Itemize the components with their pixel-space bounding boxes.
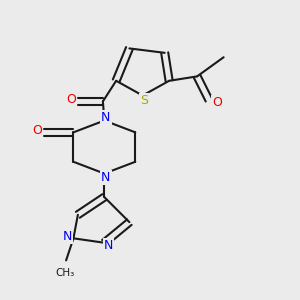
Text: O: O bbox=[33, 124, 43, 137]
Text: N: N bbox=[101, 171, 110, 184]
Text: O: O bbox=[212, 96, 222, 110]
Text: N: N bbox=[101, 110, 110, 124]
Text: N: N bbox=[62, 230, 72, 243]
Text: CH₃: CH₃ bbox=[55, 268, 74, 278]
Text: S: S bbox=[140, 94, 148, 107]
Text: O: O bbox=[66, 93, 76, 106]
Text: N: N bbox=[104, 239, 113, 252]
